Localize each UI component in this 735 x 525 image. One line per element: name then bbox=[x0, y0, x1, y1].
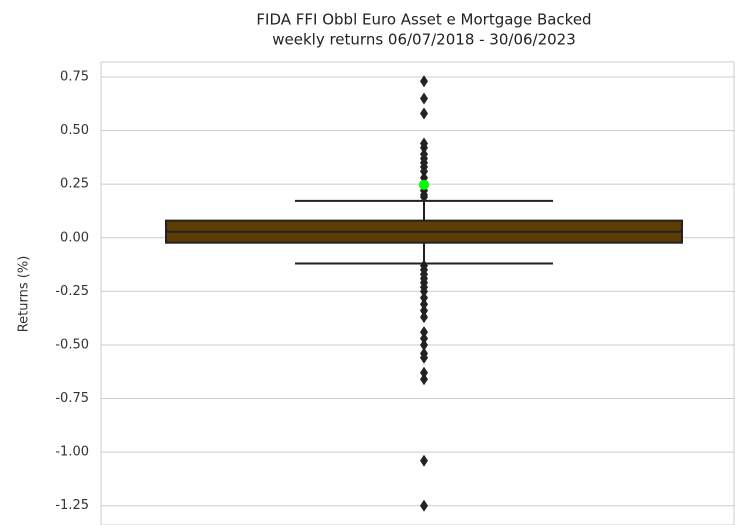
outlier bbox=[420, 373, 428, 386]
y-tick-label: 0.75 bbox=[60, 70, 89, 85]
y-tick-label: 0.00 bbox=[60, 230, 89, 245]
outlier bbox=[420, 326, 428, 339]
chart-title: FIDA FFI Obbl Euro Asset e Mortgage Back… bbox=[256, 11, 591, 29]
outlier bbox=[420, 107, 428, 120]
chart-subtitle: weekly returns 06/07/2018 - 30/06/2023 bbox=[272, 31, 576, 49]
plot-frame bbox=[100, 61, 735, 525]
outlier bbox=[420, 141, 428, 154]
outlier bbox=[420, 191, 428, 204]
outlier bbox=[420, 304, 428, 317]
outlier bbox=[420, 298, 428, 311]
outlier bbox=[420, 92, 428, 105]
outlier bbox=[420, 338, 428, 351]
outlier bbox=[420, 366, 428, 379]
y-tick-label: -0.75 bbox=[55, 391, 89, 406]
outlier bbox=[420, 332, 428, 345]
y-axis-label: Returns (%) bbox=[17, 256, 32, 333]
y-tick-label: 0.25 bbox=[60, 177, 89, 192]
mean-marker bbox=[419, 179, 429, 190]
outlier bbox=[420, 351, 428, 364]
outlier bbox=[420, 75, 428, 88]
y-tick-label: 0.50 bbox=[60, 123, 89, 138]
outlier bbox=[420, 165, 428, 178]
y-tick-label: -1.00 bbox=[55, 445, 89, 460]
outlier bbox=[420, 291, 428, 304]
y-tick-label: -0.50 bbox=[55, 337, 89, 352]
outlier bbox=[420, 454, 428, 467]
outlier bbox=[420, 285, 428, 298]
outlier bbox=[420, 499, 428, 512]
y-tick-label: -0.25 bbox=[55, 284, 89, 299]
y-tick-label: -1.25 bbox=[55, 498, 89, 513]
outlier bbox=[420, 311, 428, 324]
